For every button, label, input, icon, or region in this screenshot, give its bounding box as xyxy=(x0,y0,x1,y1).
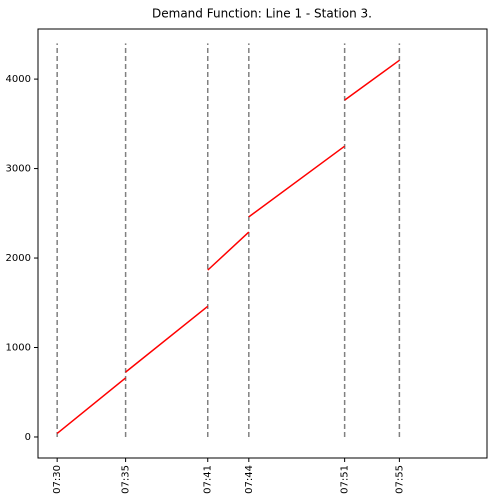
x-tick-label: 07:30 xyxy=(52,465,63,494)
y-tick-label: 4000 xyxy=(6,74,31,85)
y-tick-label: 1000 xyxy=(6,343,31,354)
chart-title: Demand Function: Line 1 - Station 3. xyxy=(152,7,372,21)
y-tick-label: 0 xyxy=(25,432,31,443)
x-tick-label: 07:35 xyxy=(121,465,132,494)
y-tick-label: 2000 xyxy=(6,253,31,264)
x-tick-label: 07:44 xyxy=(244,465,255,494)
x-tick-label: 07:55 xyxy=(394,465,405,494)
x-tick-label: 07:51 xyxy=(340,465,351,494)
y-tick-label: 3000 xyxy=(6,164,31,175)
x-tick-label: 07:41 xyxy=(203,465,214,494)
axes-frame xyxy=(37,28,488,459)
line xyxy=(56,59,400,434)
